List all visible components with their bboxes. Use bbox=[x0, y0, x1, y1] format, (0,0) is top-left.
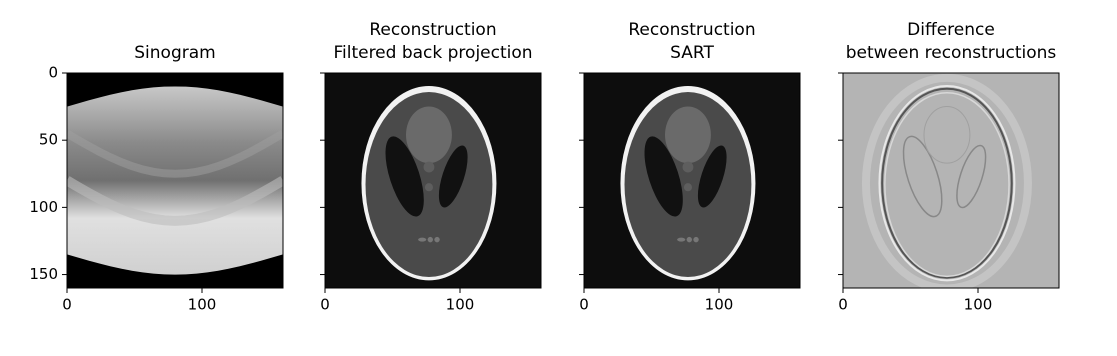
difference-ellipse bbox=[878, 84, 1016, 282]
panel-title: Reconstruction bbox=[628, 20, 755, 40]
sinogram-band bbox=[67, 86, 283, 275]
phantom-ellipse bbox=[406, 106, 452, 164]
panel-title: SART bbox=[670, 43, 714, 63]
phantom-ellipse bbox=[424, 183, 434, 192]
phantom-ellipse bbox=[686, 236, 692, 243]
panel-title: Reconstruction bbox=[369, 20, 496, 40]
image bbox=[67, 73, 283, 288]
x-tick-label: 100 bbox=[705, 296, 734, 314]
panel: Reconstruction Filtered back projection 0 1… bbox=[320, 20, 542, 314]
phantom-ellipse bbox=[423, 161, 435, 173]
y-tick-label: 50 bbox=[39, 131, 58, 149]
y-tick-label: 150 bbox=[29, 265, 58, 283]
panel-title: Difference bbox=[907, 20, 995, 40]
x-tick-label: 0 bbox=[62, 296, 72, 314]
axes-frame bbox=[583, 72, 801, 289]
panel-title: between reconstructions bbox=[846, 43, 1057, 63]
axes-frame bbox=[66, 72, 284, 289]
axes-frame bbox=[842, 72, 1060, 289]
sinogram-curve bbox=[67, 176, 283, 226]
phantom-ellipse bbox=[682, 161, 694, 173]
panel: Reconstruction SART 0 100 bbox=[579, 20, 801, 314]
difference-ellipse bbox=[923, 105, 971, 164]
image bbox=[584, 73, 800, 288]
phantom-ellipse bbox=[677, 237, 686, 242]
panel-title: Filtered back projection bbox=[333, 43, 532, 63]
x-tick-label: 100 bbox=[446, 296, 475, 314]
x-tick-label: 0 bbox=[838, 296, 848, 314]
phantom-ellipse bbox=[385, 136, 424, 217]
y-tick-label: 100 bbox=[29, 198, 58, 216]
x-tick-label: 0 bbox=[579, 296, 589, 314]
difference-ellipse bbox=[956, 144, 987, 209]
panel-title: Sinogram bbox=[134, 43, 215, 63]
difference-ellipse bbox=[861, 73, 1032, 288]
phantom-ellipse bbox=[683, 183, 692, 192]
image bbox=[325, 73, 541, 288]
axes-frame bbox=[324, 72, 542, 289]
phantom-ellipse bbox=[697, 145, 727, 208]
phantom-ellipse bbox=[418, 237, 427, 242]
phantom-ellipse bbox=[665, 106, 711, 164]
phantom-ellipse bbox=[427, 236, 433, 243]
x-tick-label: 100 bbox=[188, 296, 217, 314]
x-tick-label: 0 bbox=[320, 296, 330, 314]
phantom-ellipse bbox=[644, 136, 683, 217]
panel: Sinogram 0 100 0 50 100 150 bbox=[29, 43, 284, 314]
phantom-ellipse bbox=[438, 145, 468, 208]
difference-ellipse bbox=[881, 87, 1013, 279]
phantom-ellipse bbox=[693, 236, 699, 243]
x-tick-label: 100 bbox=[964, 296, 993, 314]
difference-ellipse bbox=[884, 91, 1010, 278]
image bbox=[843, 73, 1059, 288]
sinogram-curve bbox=[67, 130, 283, 178]
panel: Difference between reconstructions 0 100 bbox=[838, 20, 1060, 314]
y-tick-label: 0 bbox=[48, 64, 58, 82]
phantom-ellipse bbox=[434, 236, 440, 243]
difference-ellipse bbox=[902, 135, 943, 218]
